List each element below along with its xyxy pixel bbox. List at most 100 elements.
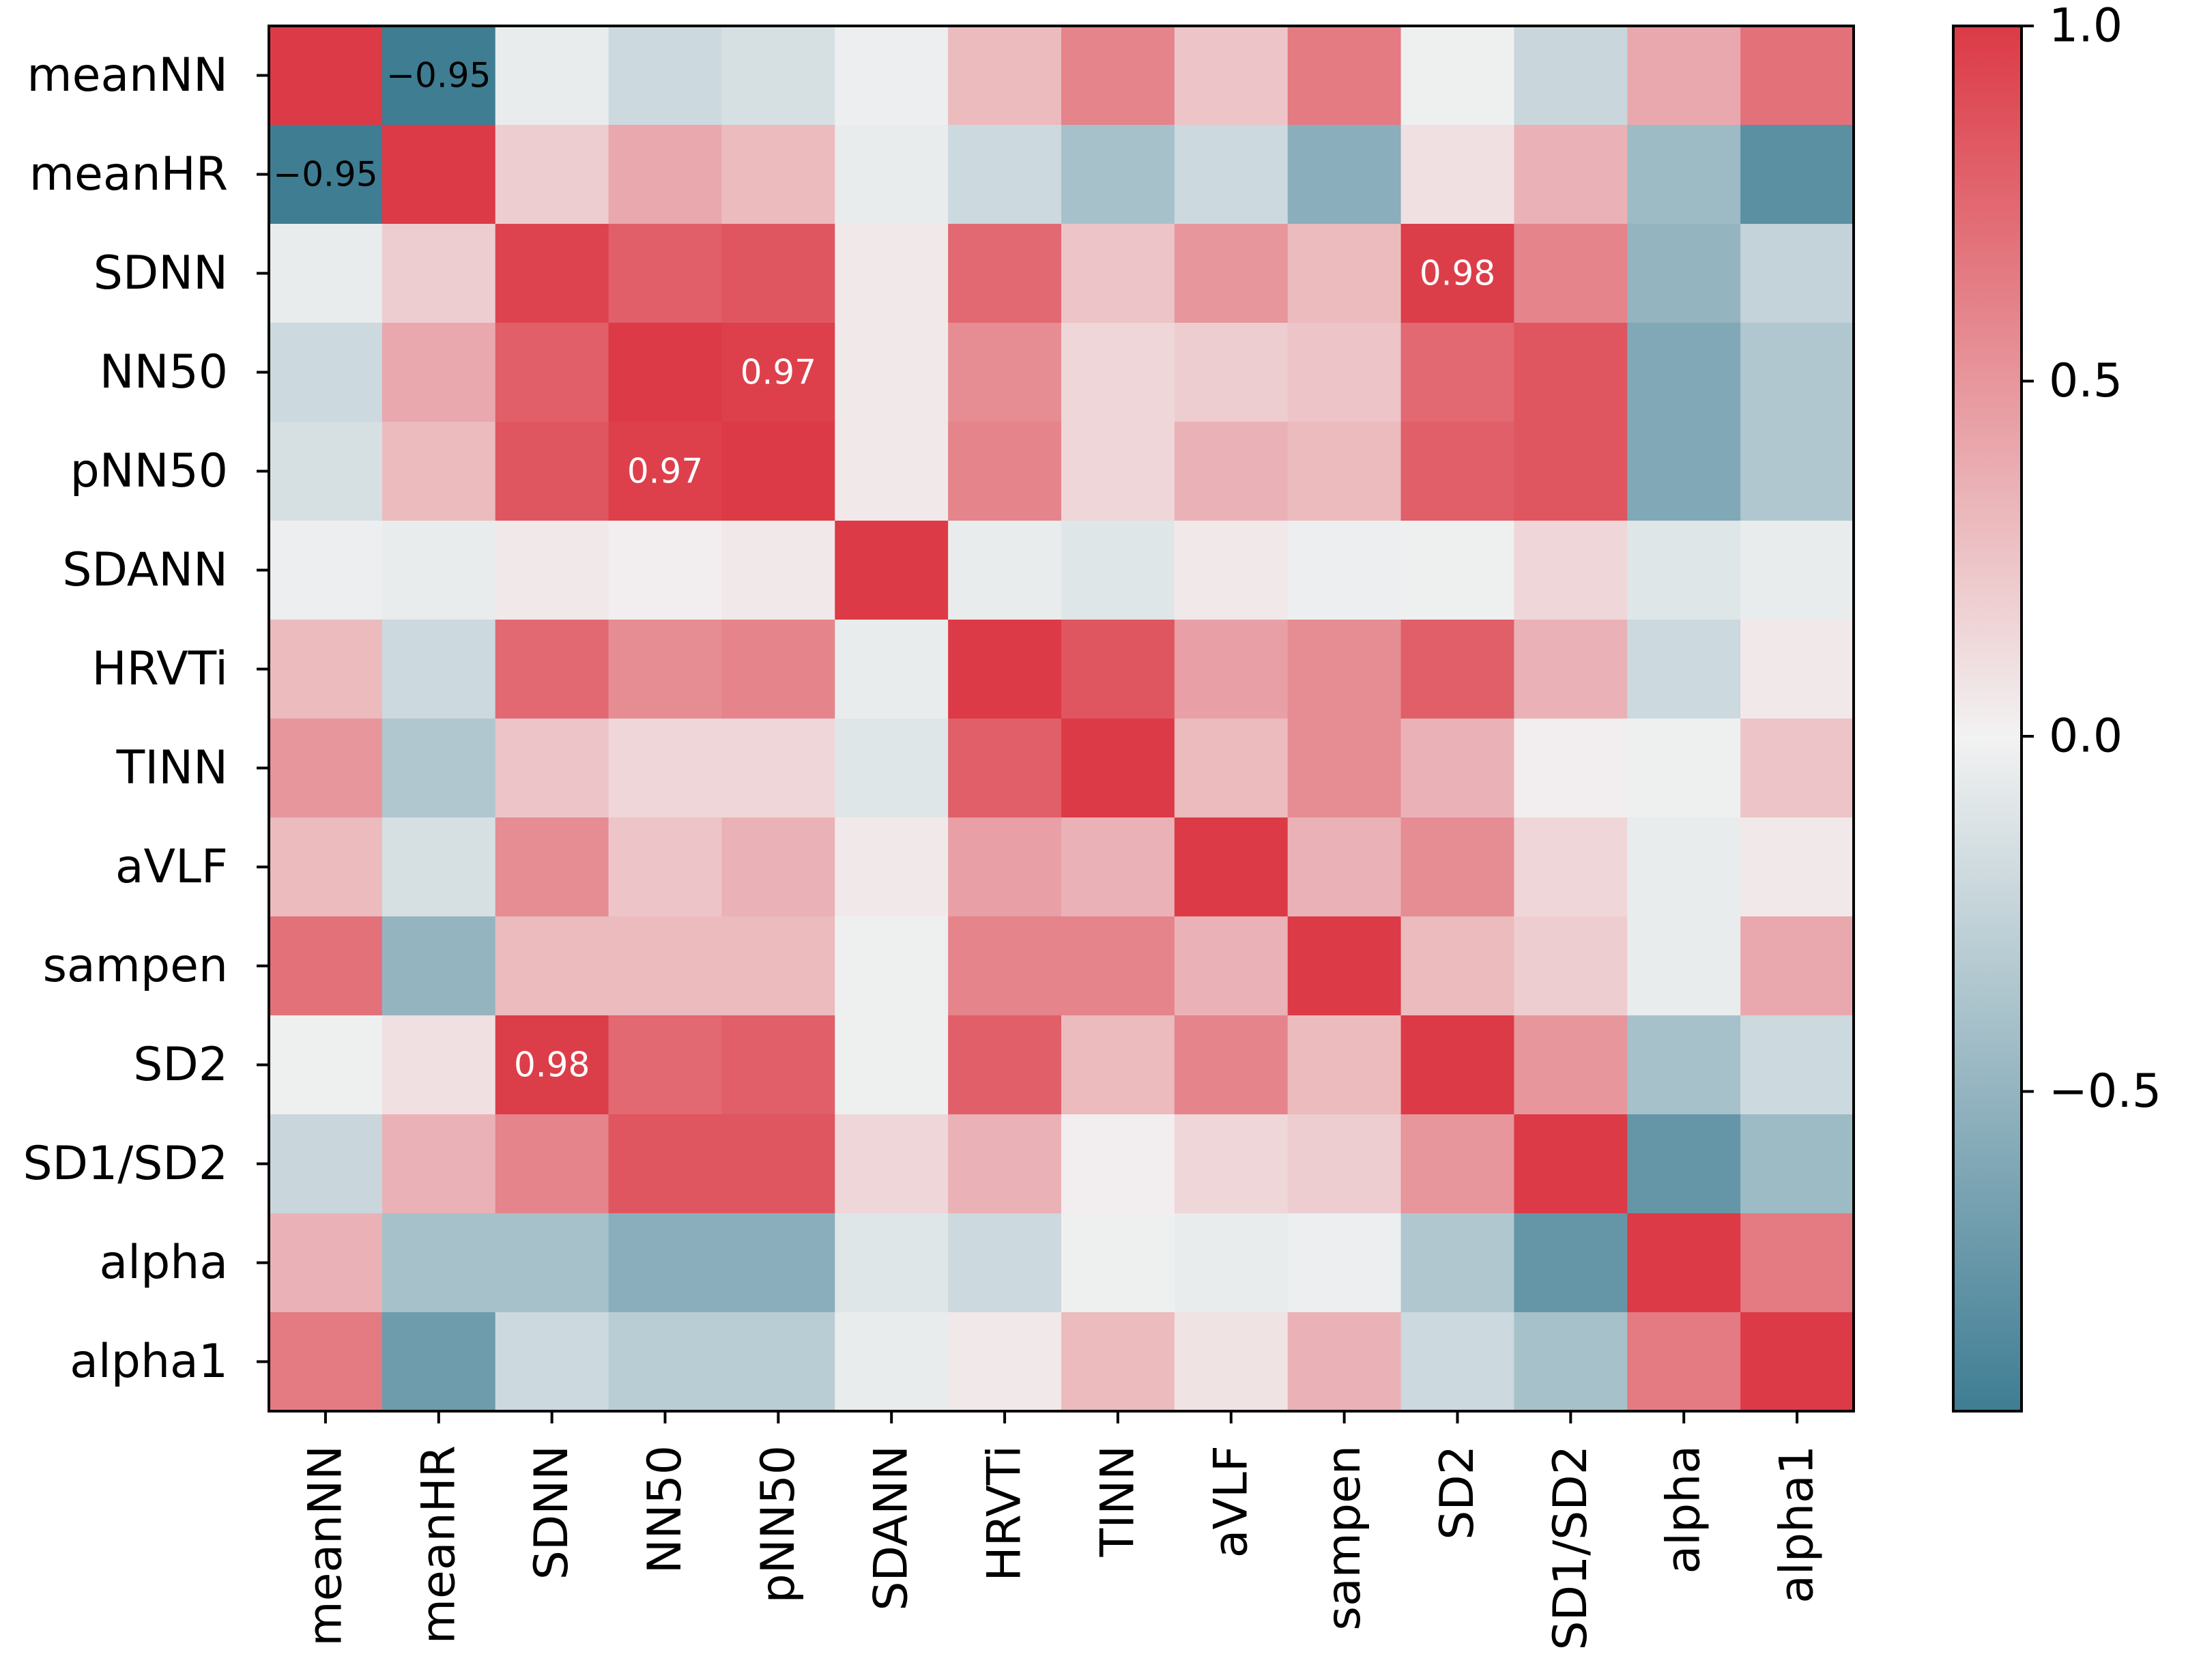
heatmap-cell <box>495 26 609 126</box>
heatmap-cell <box>382 323 496 422</box>
colorbar-tick-label: −0.5 <box>2049 1065 2161 1118</box>
heatmap-cell <box>495 323 609 422</box>
x-tick-label: NN50 <box>638 1445 692 1574</box>
heatmap-cell <box>495 125 609 225</box>
heatmap-cell <box>1287 1312 1402 1412</box>
heatmap-cell <box>1514 422 1628 521</box>
x-tick-label: sampen <box>1317 1445 1371 1630</box>
heatmap-cell <box>382 521 496 620</box>
heatmap-cell <box>1061 224 1175 323</box>
heatmap-cell <box>1627 224 1741 323</box>
y-tick-label: SD2 <box>133 1038 228 1092</box>
heatmap-cell <box>721 817 835 917</box>
heatmap-cell <box>269 1015 383 1115</box>
x-tick-label: pNN50 <box>751 1445 805 1603</box>
heatmap-cell <box>835 1213 949 1313</box>
heatmap-cell <box>1514 1312 1628 1412</box>
heatmap-cell <box>495 1312 609 1412</box>
heatmap-cell <box>948 719 1062 818</box>
heatmap-cell <box>1514 1015 1628 1115</box>
heatmap-cell <box>1174 1114 1289 1214</box>
heatmap-cell <box>1061 620 1175 719</box>
heatmap-cell <box>948 620 1062 719</box>
heatmap-cell <box>1627 323 1741 422</box>
heatmap-cell <box>495 422 609 521</box>
heatmap-cell <box>608 1015 723 1115</box>
heatmap-cell <box>835 916 949 1016</box>
heatmap-cell <box>1740 719 1854 818</box>
heatmap-cell <box>1287 719 1402 818</box>
heatmap-cell <box>835 323 949 422</box>
heatmap-cell <box>1514 26 1628 126</box>
heatmap-cell <box>1740 620 1854 719</box>
heatmap-cell <box>1287 1015 1402 1115</box>
heatmap-cell <box>1740 26 1854 126</box>
heatmap-cell <box>269 323 383 422</box>
heatmap-cell <box>608 620 723 719</box>
heatmap-cell <box>1627 620 1741 719</box>
heatmap-cell <box>1400 1015 1515 1115</box>
heatmap-cell <box>608 125 723 225</box>
heatmap-cell <box>721 719 835 818</box>
heatmap-cell <box>1174 26 1289 126</box>
heatmap-cell <box>382 916 496 1016</box>
x-tick-label: aVLF <box>1204 1445 1258 1558</box>
y-tick-label: alpha1 <box>70 1335 228 1389</box>
heatmap-cell <box>1627 422 1741 521</box>
heatmap-cell <box>835 1114 949 1214</box>
heatmap-cell <box>835 521 949 620</box>
colorbar-ticks: 1.0 0.5 0.0 −0.5 <box>2022 0 2161 1118</box>
heatmap-cell <box>1287 1213 1402 1313</box>
heatmap-cell <box>495 620 609 719</box>
heatmap-cell <box>948 1015 1062 1115</box>
heatmap-cell <box>1061 521 1175 620</box>
heatmap-cell <box>721 916 835 1016</box>
heatmap-cell <box>721 1015 835 1115</box>
colorbar: 1.0 0.5 0.0 −0.5 <box>1952 0 2161 1413</box>
heatmap-cell <box>1061 817 1175 917</box>
heatmap-cell <box>1287 1114 1402 1214</box>
heatmap-cell <box>1174 817 1289 917</box>
heatmap-cell <box>835 1312 949 1412</box>
colorbar-tick-label: 0.5 <box>2049 354 2123 408</box>
heatmap-cell <box>1740 125 1854 225</box>
heatmap-cell <box>1514 323 1628 422</box>
heatmap-cell <box>1740 323 1854 422</box>
heatmap-cell <box>1061 26 1175 126</box>
y-tick-label: aVLF <box>115 840 228 894</box>
heatmap-cell <box>269 125 383 225</box>
heatmap-cell <box>269 817 383 917</box>
heatmap-cell <box>1514 125 1628 225</box>
heatmap-frame <box>268 25 1855 1413</box>
heatmap-cell <box>269 620 383 719</box>
heatmap-cell <box>1174 719 1289 818</box>
heatmap-cell <box>608 1213 723 1313</box>
heatmap-cell <box>608 323 723 422</box>
heatmap-cell <box>382 422 496 521</box>
heatmap-cell <box>948 422 1062 521</box>
heatmap-cell <box>948 521 1062 620</box>
heatmap-cell <box>1174 1213 1289 1313</box>
heatmap-cell <box>1174 323 1289 422</box>
cell-annotation: 0.98 <box>514 1045 590 1085</box>
heatmap-cell <box>948 26 1062 126</box>
heatmap-cell <box>608 719 723 818</box>
heatmap-cell <box>1287 125 1402 225</box>
heatmap-cell <box>382 26 496 126</box>
heatmap-cell <box>269 916 383 1016</box>
heatmap-cell <box>1740 224 1854 323</box>
x-tick-label: SD1/SD2 <box>1544 1445 1598 1651</box>
x-tick-label: TINN <box>1091 1445 1145 1557</box>
heatmap-cell <box>269 1114 383 1214</box>
heatmap-cell <box>1740 1213 1854 1313</box>
heatmap-cell <box>721 323 835 422</box>
heatmap-cell <box>382 1312 496 1412</box>
heatmap-cell <box>608 1312 723 1412</box>
heatmap-cell <box>1174 916 1289 1016</box>
heatmap-cell <box>1627 1213 1741 1313</box>
heatmap-cell <box>835 26 949 126</box>
heatmap-cell <box>1627 1114 1741 1214</box>
heatmap-cell <box>1287 521 1402 620</box>
heatmap-cell <box>269 422 383 521</box>
